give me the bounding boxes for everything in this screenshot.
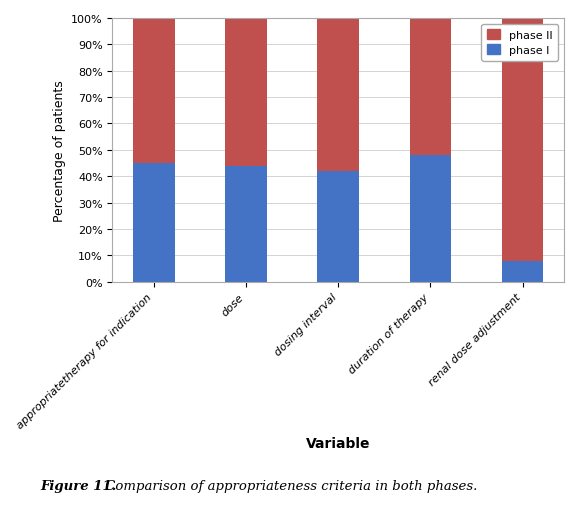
Bar: [502, 19, 544, 261]
Legend: phase II, phase I: phase II, phase I: [482, 25, 558, 62]
Bar: [133, 19, 174, 164]
Bar: [317, 19, 359, 172]
Bar: [502, 261, 544, 282]
X-axis label: Variable: Variable: [306, 436, 371, 449]
Bar: [225, 166, 267, 282]
Bar: [410, 19, 451, 156]
Bar: [410, 156, 451, 282]
Bar: [317, 172, 359, 282]
Text: Figure 11.: Figure 11.: [41, 479, 117, 492]
Y-axis label: Percentage of patients: Percentage of patients: [53, 80, 65, 221]
Text: Comparison of appropriateness criteria in both phases.: Comparison of appropriateness criteria i…: [101, 479, 478, 492]
Bar: [133, 164, 174, 282]
Bar: [225, 19, 267, 166]
